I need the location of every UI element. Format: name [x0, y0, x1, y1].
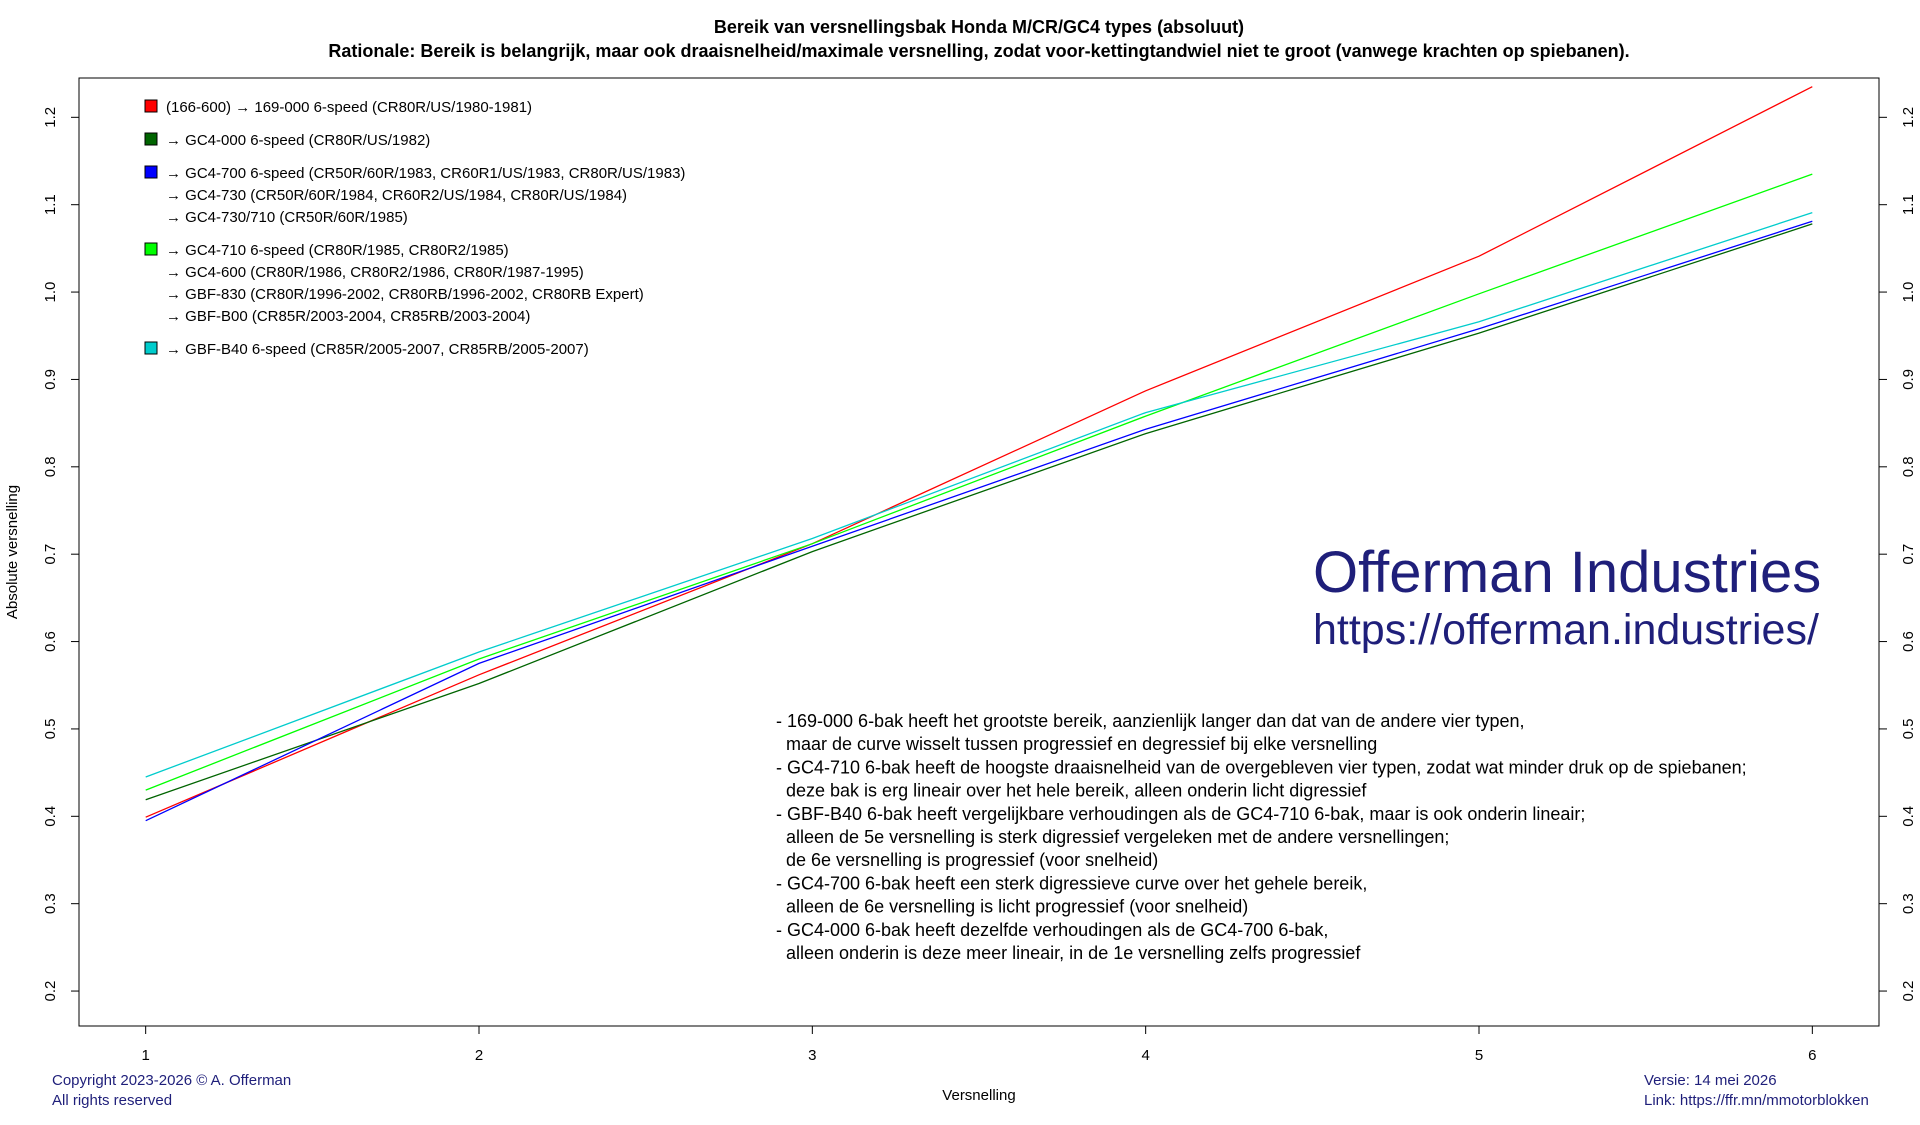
legend: (166-600) → 169-000 6-speed (CR80R/US/19…: [144, 99, 685, 358]
y-tick-label-right: 0.8: [1900, 456, 1917, 477]
legend-entry-text: → GC4-600 (CR80R/1986, CR80R2/1986, CR80…: [166, 264, 584, 281]
legend-entry-text: → GBF-830 (CR80R/1996-2002, CR80RB/1996-…: [166, 286, 644, 303]
series-line-3: [145, 220, 1813, 822]
x-tick-label: 5: [1475, 1047, 1483, 1064]
y-tick-label-right: 1.1: [1900, 194, 1917, 215]
chart-title: Bereik van versnellingsbak Honda M/CR/GC…: [714, 17, 1244, 37]
legend-swatch: [144, 132, 158, 146]
series-lines: [145, 86, 1813, 822]
annotation-line: - GC4-710 6-bak heeft de hoogste draaisn…: [776, 757, 1747, 777]
annotation-line: - 169-000 6-bak heeft het grootste berei…: [776, 711, 1525, 731]
y-tick-label-left: 0.8: [42, 456, 59, 477]
y-tick-label-left: 1.1: [42, 194, 59, 215]
x-axis-label: Versnelling: [942, 1087, 1015, 1104]
legend-entry-text: → GBF-B40 6-speed (CR85R/2005-2007, CR85…: [166, 341, 589, 358]
y-tick-label-right: 0.4: [1900, 806, 1917, 827]
footer-version: Versie: 14 mei 2026: [1644, 1072, 1777, 1089]
legend-swatch: [144, 341, 158, 355]
axes: 1 2 3 4 5 6 0.2 0.2 0.3 0.3 0.4 0.4 0.5 0.5 0.6 0.6 0.7 0…: [42, 107, 1917, 1064]
legend-entry-text: → GC4-730/710 (CR50R/60R/1985): [166, 209, 408, 226]
footer-link: Link: https://ffr.mn/mmotorblokken: [1644, 1092, 1869, 1109]
y-axis-label: Absolute versnelling: [4, 485, 21, 619]
legend-entry-text: → GC4-700 6-speed (CR50R/60R/1983, CR60R…: [166, 165, 685, 182]
legend-entry-text: → GC4-730 (CR50R/60R/1984, CR60R2/US/198…: [166, 187, 627, 204]
y-tick-label-right: 1.0: [1900, 282, 1917, 303]
y-tick-label-left: 0.7: [42, 544, 59, 565]
y-tick-label-right: 0.2: [1900, 981, 1917, 1002]
annotation-line: alleen de 5e versnelling is sterk digres…: [776, 827, 1449, 847]
legend-swatch: [144, 99, 158, 113]
x-tick-label: 1: [141, 1047, 149, 1064]
annotation-line: alleen de 6e versnelling is licht progre…: [776, 897, 1248, 917]
y-tick-label-left: 0.2: [42, 981, 59, 1002]
y-tick-label-right: 0.9: [1900, 369, 1917, 390]
annotation-line: - GC4-700 6-bak heeft een sterk digressi…: [776, 873, 1367, 893]
series-line-2: [145, 223, 1813, 801]
y-tick-label-right: 0.7: [1900, 544, 1917, 565]
plot-frame: [78, 77, 1880, 1027]
footer-copyright: Copyright 2023-2026 © A. Offerman: [52, 1072, 291, 1089]
annotation-line: alleen onderin is deze meer lineair, in …: [776, 943, 1361, 963]
footer-rights: All rights reserved: [52, 1092, 172, 1109]
y-tick-label-left: 0.3: [42, 893, 59, 914]
x-tick-label: 3: [808, 1047, 816, 1064]
annotation-line: - GBF-B40 6-bak heeft vergelijkbare verh…: [776, 804, 1585, 824]
y-tick-label-left: 0.6: [42, 631, 59, 652]
y-tick-label-left: 0.4: [42, 806, 59, 827]
series-line-1: [145, 86, 1813, 818]
legend-entry-text: (166-600) → 169-000 6-speed (CR80R/US/19…: [166, 99, 532, 116]
y-tick-label-left: 0.5: [42, 719, 59, 740]
x-tick-label: 6: [1808, 1047, 1816, 1064]
legend-entry-text: → GC4-710 6-speed (CR80R/1985, CR80R2/19…: [166, 242, 509, 259]
series-line-5: [145, 211, 1813, 778]
series-line-4: [145, 173, 1813, 791]
chart-subtitle: Rationale: Bereik is belangrijk, maar oo…: [328, 41, 1629, 61]
legend-swatch: [144, 165, 158, 179]
watermark-url: https://offerman.industries/: [1313, 606, 1819, 654]
annotation-line: deze bak is erg lineair over het hele be…: [776, 781, 1367, 801]
annotation-line: de 6e versnelling is progressief (voor s…: [776, 850, 1158, 870]
y-tick-label-left: 1.0: [42, 282, 59, 303]
annotation-line: - GC4-000 6-bak heeft dezelfde verhoudin…: [776, 920, 1328, 940]
legend-swatch: [144, 242, 158, 256]
annotation: - 169-000 6-bak heeft het grootste berei…: [776, 711, 1747, 963]
y-tick-label-left: 1.2: [42, 107, 59, 128]
y-tick-label-right: 0.6: [1900, 631, 1917, 652]
y-tick-label-right: 0.3: [1900, 893, 1917, 914]
legend-entry-text: → GBF-B00 (CR85R/2003-2004, CR85RB/2003-…: [166, 308, 530, 325]
x-tick-label: 2: [475, 1047, 483, 1064]
legend-entry-text: → GC4-000 6-speed (CR80R/US/1982): [166, 132, 430, 149]
y-tick-label-left: 0.9: [42, 369, 59, 390]
annotation-line: maar de curve wisselt tussen progressief…: [776, 734, 1377, 754]
y-tick-label-right: 1.2: [1900, 107, 1917, 128]
watermark-name: Offerman Industries: [1313, 540, 1821, 605]
x-tick-label: 4: [1141, 1047, 1149, 1064]
y-tick-label-right: 0.5: [1900, 719, 1917, 740]
